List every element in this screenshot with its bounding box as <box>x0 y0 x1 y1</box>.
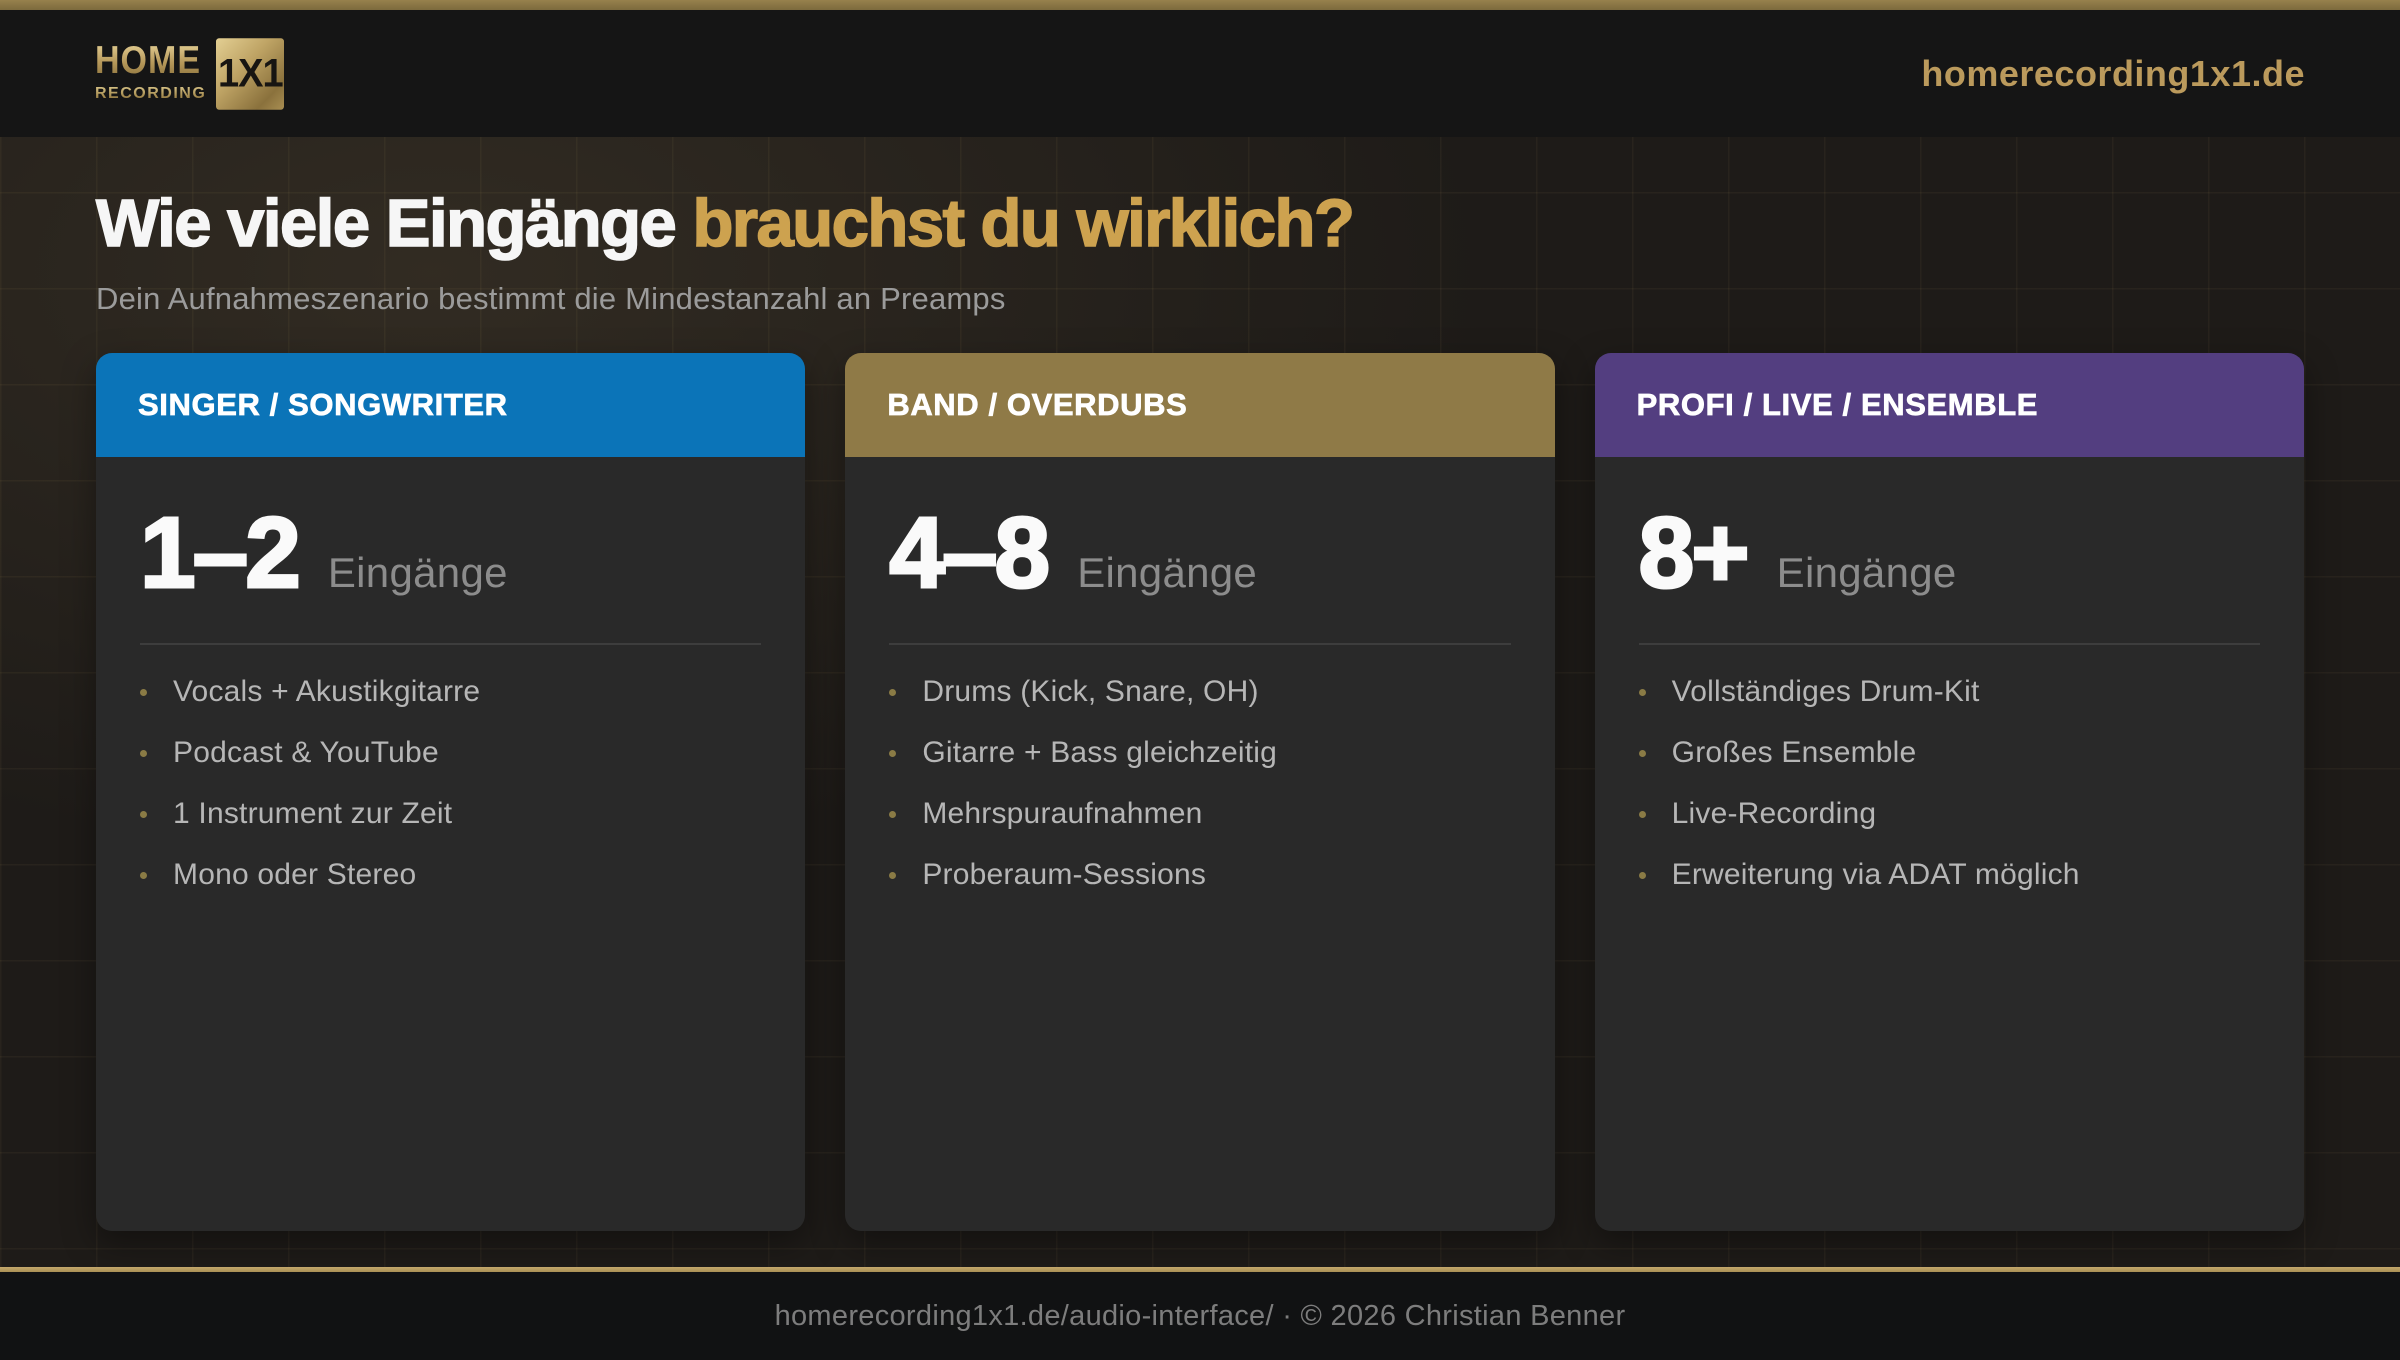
input-count-row: 4–8 Eingänge <box>888 497 1510 610</box>
list-item-label: 1 Instrument zur Zeit <box>173 797 453 831</box>
list-item: Vocals + Akustikgitarre <box>140 675 761 709</box>
list-item-label: Gitarre + Bass gleichzeitig <box>922 736 1278 770</box>
card-title: SINGER / SONGWRITER <box>138 387 508 423</box>
logo-line-recording: RECORDING <box>95 84 207 102</box>
card-divider <box>1638 643 2260 646</box>
input-count: 8+ <box>1637 497 1751 610</box>
logo-1x1-badge: 1X1 <box>216 37 285 110</box>
list-item-label: Vollständiges Drum-Kit <box>1671 675 1980 709</box>
logo: HOME RECORDING 1X1 <box>95 37 285 110</box>
list-item-label: Proberaum-Sessions <box>922 858 1207 892</box>
list-item: Vollständiges Drum-Kit <box>1638 675 2260 709</box>
header-domain-text: homerecording1x1.de <box>1921 52 2305 94</box>
main-content: Wie viele Eingänge brauchst du wirklich?… <box>0 137 2400 1267</box>
input-count: 4–8 <box>888 497 1052 610</box>
list-item: Proberaum-Sessions <box>889 858 1510 892</box>
bullet-dot <box>1638 871 1646 879</box>
list-item-label: Mehrspuraufnahmen <box>922 797 1203 831</box>
bullet-dot <box>140 749 147 757</box>
footer: homerecording1x1.de/audio-interface/ · ©… <box>0 1272 2400 1360</box>
card-singer-songwriter: SINGER / SONGWRITER 1–2 Eingänge Vocals … <box>96 353 806 1232</box>
list-item: Mehrspuraufnahmen <box>889 797 1510 831</box>
input-count-row: 1–2 Eingänge <box>139 497 761 610</box>
card-profi-live-ensemble: PROFI / LIVE / ENSEMBLE 8+ Eingänge Voll… <box>1594 353 2304 1232</box>
footer-credit-text: homerecording1x1.de/audio-interface/ · ©… <box>774 1299 1626 1332</box>
list-item: Erweiterung via ADAT möglich <box>1638 858 2260 892</box>
list-item: Podcast & YouTube <box>140 736 761 770</box>
list-item-label: Großes Ensemble <box>1671 736 1917 770</box>
card-divider <box>889 643 1511 646</box>
bullet-dot <box>140 688 147 696</box>
list-item: 1 Instrument zur Zeit <box>140 797 761 831</box>
page-subtitle: Dein Aufnahmeszenario bestimmt die Minde… <box>96 281 1006 317</box>
bullet-dot <box>889 688 897 696</box>
input-count-unit: Eingänge <box>1776 549 1957 597</box>
page-title: Wie viele Eingänge brauchst du wirklich? <box>95 186 2304 261</box>
input-count-unit: Eingänge <box>1077 549 1258 597</box>
bullet-dot <box>140 810 147 818</box>
card-title: PROFI / LIVE / ENSEMBLE <box>1636 387 2039 423</box>
card-divider <box>140 643 762 646</box>
card-header-band-overdubs: BAND / OVERDUBS <box>845 353 1555 458</box>
list-item: Großes Ensemble <box>1638 736 2260 770</box>
top-accent-bar <box>0 0 2400 10</box>
feature-list: Vocals + Akustikgitarre Podcast & YouTub… <box>140 675 761 919</box>
title-gold-part: brauchst du wirklich? <box>692 186 1356 261</box>
card-header-singer-songwriter: SINGER / SONGWRITER <box>96 353 806 458</box>
card-title: BAND / OVERDUBS <box>887 387 1188 423</box>
list-item: Drums (Kick, Snare, OH) <box>889 675 1510 709</box>
header: HOME RECORDING 1X1 homerecording1x1.de <box>0 10 2400 137</box>
bullet-dot <box>889 749 897 757</box>
card-body: 4–8 Eingänge Drums (Kick, Snare, OH) Git… <box>845 457 1555 1232</box>
feature-list: Drums (Kick, Snare, OH) Gitarre + Bass g… <box>889 675 1510 919</box>
scenario-cards: SINGER / SONGWRITER 1–2 Eingänge Vocals … <box>96 353 2304 1232</box>
title-white-part: Wie viele Eingänge <box>95 186 677 261</box>
bullet-dot <box>889 810 897 818</box>
card-band-overdubs: BAND / OVERDUBS 4–8 Eingänge Drums (Kick… <box>845 353 1555 1232</box>
list-item: Mono oder Stereo <box>140 858 761 892</box>
bullet-dot <box>1638 749 1646 757</box>
list-item-label: Live-Recording <box>1671 797 1877 831</box>
bullet-dot <box>1638 810 1646 818</box>
list-item: Gitarre + Bass gleichzeitig <box>889 736 1510 770</box>
footer-accent-line <box>0 1267 2400 1272</box>
list-item-label: Erweiterung via ADAT möglich <box>1671 858 2080 892</box>
input-count-unit: Eingänge <box>327 549 508 597</box>
bullet-dot <box>140 871 147 879</box>
list-item-label: Mono oder Stereo <box>173 858 417 892</box>
input-count-row: 8+ Eingänge <box>1637 497 2260 610</box>
input-count: 1–2 <box>139 497 303 610</box>
feature-list: Vollständiges Drum-Kit Großes Ensemble L… <box>1638 675 2260 919</box>
logo-wordmark: HOME RECORDING <box>95 40 207 102</box>
card-body: 1–2 Eingänge Vocals + Akustikgitarre Pod… <box>96 457 806 1232</box>
logo-line-home: HOME <box>95 40 206 79</box>
list-item-label: Drums (Kick, Snare, OH) <box>922 675 1259 709</box>
card-header-profi-live-ensemble: PROFI / LIVE / ENSEMBLE <box>1594 353 2304 458</box>
bullet-dot <box>1638 688 1646 696</box>
list-item-label: Vocals + Akustikgitarre <box>173 675 481 709</box>
list-item-label: Podcast & YouTube <box>173 736 439 770</box>
card-body: 8+ Eingänge Vollständiges Drum-Kit Große… <box>1594 457 2304 1232</box>
bullet-dot <box>889 871 897 879</box>
list-item: Live-Recording <box>1638 797 2260 831</box>
